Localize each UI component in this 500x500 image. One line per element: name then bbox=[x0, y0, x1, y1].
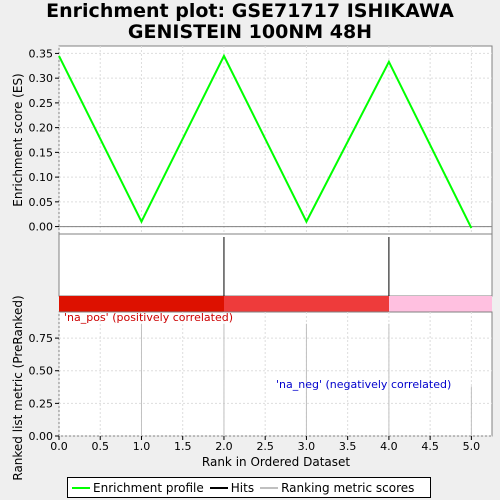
legend-hits-swatch bbox=[209, 486, 228, 489]
es-y-tick-label: 0.25 bbox=[29, 97, 54, 110]
x-tick-label: 3.5 bbox=[339, 440, 357, 453]
es-y-tick-label: 0.10 bbox=[29, 171, 54, 184]
legend-item-hits: Hits bbox=[209, 480, 255, 495]
chart-title-line2: GENISTEIN 100NM 48H bbox=[127, 21, 373, 43]
metric-y-tick-label: 0.50 bbox=[29, 365, 54, 378]
x-axis-label: Rank in Ordered Dataset bbox=[202, 455, 350, 469]
metric-bars bbox=[140, 323, 472, 436]
es-y-tick-label: 0.20 bbox=[29, 122, 54, 135]
es-y-tick-label: 0.15 bbox=[29, 146, 54, 159]
es-y-ticks: 0.00 0.05 0.10 0.15 0.20 0.25 0.30 0.35 bbox=[29, 47, 59, 234]
metric-y-tick-label: 0.00 bbox=[29, 430, 54, 443]
hits-panel bbox=[58, 233, 493, 297]
legend-metric-label: Ranking metric scores bbox=[281, 480, 415, 495]
metric-panel bbox=[58, 311, 493, 437]
metric-y-label: Ranked list metric (PreRanked) bbox=[11, 295, 25, 480]
neg-color-bar bbox=[389, 296, 492, 312]
x-tick-label: 4.0 bbox=[380, 440, 398, 453]
legend-item-profile: Enrichment profile bbox=[72, 481, 204, 495]
x-tick-label: 4.5 bbox=[421, 440, 439, 453]
metric-y-tick-label: 0.25 bbox=[29, 397, 54, 410]
enrichment-profile-line bbox=[58, 53, 473, 229]
legend-profile-swatch bbox=[72, 486, 90, 489]
chart-title-line1: Enrichment plot: GSE71717 ISHIKAWA bbox=[46, 0, 454, 22]
x-tick-label: 1.5 bbox=[174, 440, 192, 453]
es-grid bbox=[58, 46, 492, 234]
chart-title: Enrichment plot: GSE71717 ISHIKAWA GENIS… bbox=[0, 1, 500, 43]
metric-x-ticks: 0.0 0.5 1.0 1.5 2.0 2.5 3.0 3.5 4.0 4.5 5.0 bbox=[50, 436, 480, 453]
x-tick-label: 1.0 bbox=[133, 440, 151, 453]
metric-y-tick-label: 0.75 bbox=[29, 332, 54, 345]
es-y-tick-label: 0.00 bbox=[29, 221, 54, 234]
legend: Enrichment profile Hits Ranking metric s… bbox=[67, 477, 431, 498]
na-neg-annotation: 'na_neg' (negatively correlated) bbox=[276, 378, 451, 391]
x-tick-label: 5.0 bbox=[463, 440, 481, 453]
hits-marks bbox=[223, 237, 390, 296]
es-y-label: Enrichment score (ES) bbox=[11, 73, 25, 206]
es-y-tick-label: 0.30 bbox=[29, 72, 54, 85]
legend-item-metric: Ranking metric scores bbox=[260, 481, 414, 495]
mid-color-bar bbox=[224, 296, 389, 312]
pos-color-bar bbox=[59, 296, 224, 312]
legend-metric-swatch bbox=[260, 486, 279, 489]
metric-y-ticks: 0.00 0.25 0.50 0.75 bbox=[29, 332, 59, 443]
x-tick-label: 0.0 bbox=[50, 440, 68, 453]
legend-profile-label: Enrichment profile bbox=[93, 480, 204, 495]
x-tick-label: 0.5 bbox=[91, 440, 109, 453]
x-tick-label: 2.0 bbox=[215, 440, 233, 453]
es-y-tick-label: 0.05 bbox=[29, 196, 54, 209]
x-tick-label: 2.5 bbox=[256, 440, 274, 453]
es-y-tick-label: 0.35 bbox=[29, 47, 54, 60]
na-pos-annotation: 'na_pos' (positively correlated) bbox=[64, 311, 233, 324]
legend-hits-label: Hits bbox=[230, 480, 255, 495]
x-tick-label: 3.0 bbox=[298, 440, 316, 453]
